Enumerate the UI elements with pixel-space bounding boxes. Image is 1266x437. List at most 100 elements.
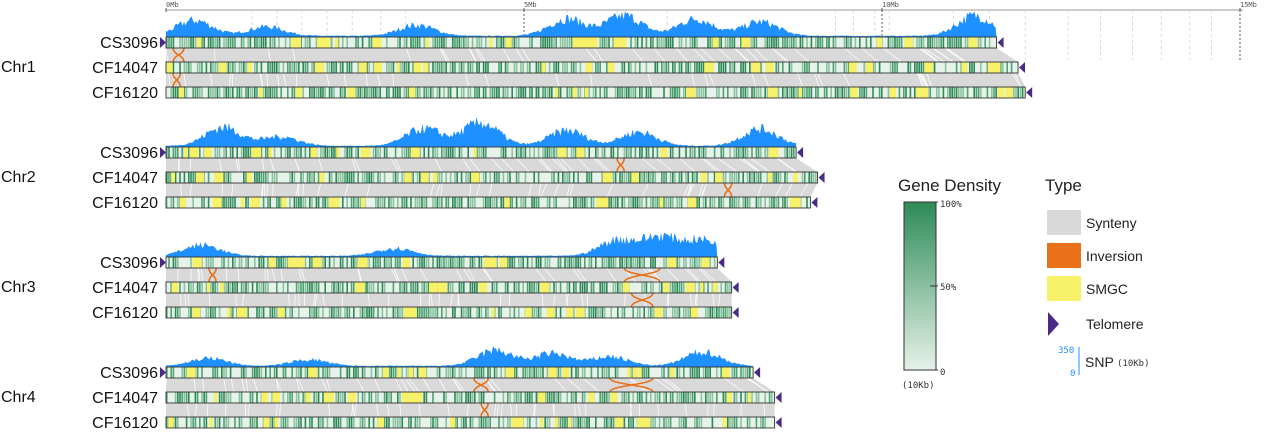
synteny-gap-line (237, 267, 240, 283)
smgc-block (654, 307, 663, 318)
gene-density-stripe (460, 417, 463, 428)
synteny-gap-line (451, 377, 462, 393)
gene-density-stripe (863, 62, 865, 73)
gene-density-stripe (333, 307, 335, 318)
gene-density-stripe (447, 147, 450, 158)
gene-density-stripe (254, 87, 256, 98)
gene-density-stripe (357, 37, 359, 48)
gene-density-stripe (181, 392, 183, 403)
gene-density-stripe (553, 37, 555, 48)
synteny-gap-line (261, 157, 265, 173)
gene-density-stripe (652, 197, 654, 208)
gene-density-stripe (944, 62, 947, 73)
type-legend: Type Synteny Inversion SMGC Telomere 350… (1045, 176, 1150, 379)
gene-density-stripe (614, 282, 617, 293)
gene-density-stripe (339, 257, 342, 268)
gene-density-stripe (383, 197, 386, 208)
gene-density-stripe (434, 197, 436, 208)
smgc-block (721, 367, 730, 378)
gene-density-stripe (460, 147, 463, 158)
smgc-block (204, 147, 212, 158)
gene-density-stripe (656, 147, 659, 158)
inversion-link (172, 72, 182, 88)
gene-density-stripe (775, 62, 777, 73)
smgc-block (540, 282, 550, 293)
gene-density-stripe (361, 392, 364, 403)
gene-density-stripe (711, 417, 714, 428)
synteny-gap-line (684, 402, 688, 418)
gene-density-stripe (623, 197, 626, 208)
synteny-gap-line (376, 402, 379, 418)
synteny-gap-line (500, 157, 515, 173)
gene-density-stripe (665, 172, 667, 183)
gene-density-stripe (755, 147, 758, 158)
gene-density-stripe (522, 62, 524, 73)
gene-density-stripe (559, 282, 562, 293)
gene-density-stripe (889, 62, 892, 73)
gene-density-stripe (291, 307, 293, 318)
gene-density-stripe (229, 172, 232, 183)
gene-density-stripe (584, 282, 586, 293)
gene-density-stripe (652, 37, 654, 48)
synteny-gap-line (438, 377, 448, 393)
gene-density-stripe (403, 282, 406, 293)
synteny-gap-line (404, 377, 416, 393)
gene-density-stripe (419, 197, 421, 208)
gene-density-stripe (650, 257, 652, 268)
smgc-block (437, 282, 448, 293)
gene-density-stripe (898, 87, 901, 98)
gene-density-stripe (379, 147, 381, 158)
gene-density-stripe (218, 392, 221, 403)
gene-density-stripe (535, 87, 538, 98)
gene-density-stripe (526, 62, 529, 73)
gene-density-stripe (214, 417, 216, 428)
gene-density-stripe (166, 37, 168, 48)
smgc-block (699, 282, 704, 293)
gene-density-stripe (548, 62, 551, 73)
gene-density-stripe (185, 392, 188, 403)
gene-density-stripe (498, 87, 500, 98)
gene-density-stripe (225, 197, 227, 208)
gene-density-stripe (709, 367, 711, 378)
gene-density-stripe (331, 62, 333, 73)
gene-density-stripe (621, 172, 623, 183)
gene-density-stripe (342, 392, 344, 403)
gene-density-stripe (445, 147, 447, 158)
gene-density-stripe (370, 172, 373, 183)
gene-density-stripe (878, 62, 881, 73)
gene-density-stripe (273, 172, 276, 183)
gene-density-stripe (210, 37, 212, 48)
gene-density-stripe (898, 37, 901, 48)
synteny-gap-line (577, 157, 592, 173)
gene-density-stripe (412, 282, 414, 293)
gene-density-stripe (916, 62, 918, 73)
gene-density-stripe (432, 37, 434, 48)
gene-density-stripe (278, 37, 280, 48)
gene-density-stripe (452, 197, 454, 208)
smgc-block (251, 147, 262, 158)
gene-density-unit: (10Kb) (902, 381, 935, 391)
gene-density-stripe (304, 147, 307, 158)
gene-density-stripe (170, 87, 172, 98)
synteny-gap-line (275, 377, 282, 393)
gene-density-stripe (452, 282, 454, 293)
synteny-gap-line (189, 157, 192, 173)
gene-density-stripe (337, 417, 340, 428)
synteny-gap-line (200, 267, 204, 283)
gene-density-stripe (388, 87, 390, 98)
gene-density-stripe (654, 392, 656, 403)
gene-density-stripe (566, 257, 568, 268)
gene-density-stripe (289, 37, 291, 48)
smgc-block (189, 147, 199, 158)
gene-density-stripe (216, 87, 219, 98)
gene-density-stripe (588, 257, 590, 268)
gene-density-stripe (394, 147, 397, 158)
gene-density-stripe (284, 257, 287, 268)
gene-density-stripe (427, 257, 430, 268)
gene-density-stripe (482, 62, 485, 73)
gene-density-stripe (1010, 62, 1013, 73)
gene-density-stripe (172, 147, 175, 158)
synteny-gap-line (595, 157, 611, 173)
chromosome-label: Chr1 (1, 59, 36, 76)
gene-density-stripe (502, 147, 505, 158)
